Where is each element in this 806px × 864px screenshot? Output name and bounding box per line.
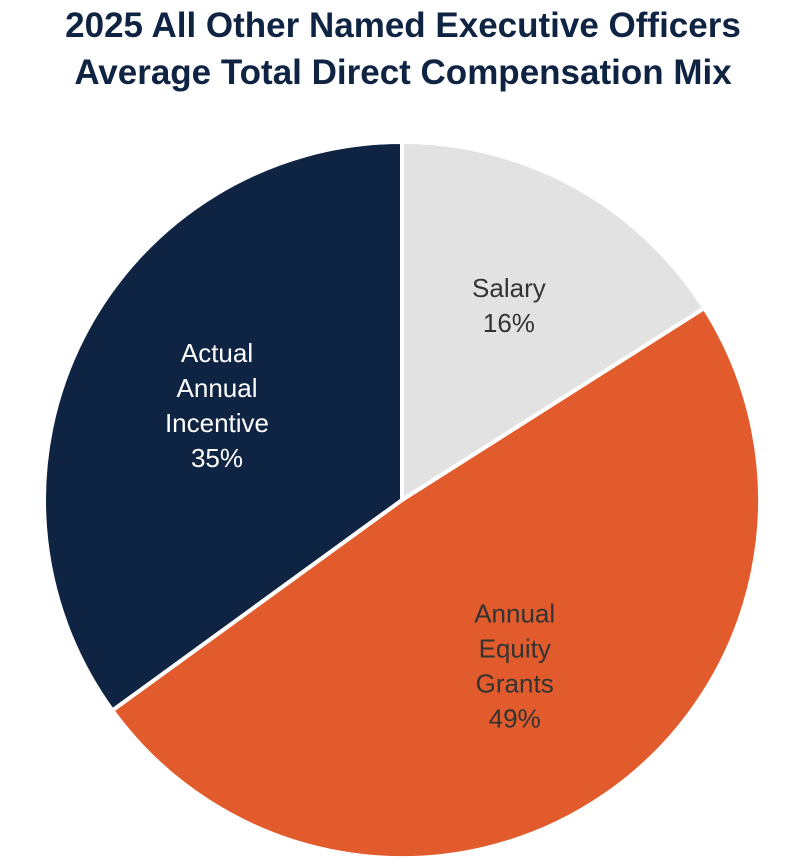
pie-label-salary-percent: 16% bbox=[483, 308, 535, 338]
pie-labels: Salary 16% Annual Equity Grants 49% Actual Annu… bbox=[165, 273, 555, 733]
pie-slices bbox=[42, 140, 763, 861]
pie-slice-incentive bbox=[42, 140, 404, 713]
pie-label-salary: Salary 16% bbox=[472, 273, 546, 338]
pie-slice-salary bbox=[400, 140, 707, 502]
chart-title-line-1: 2025 All Other Named Executive Officers bbox=[65, 6, 741, 45]
chart-title: 2025 All Other Named Executive Officers … bbox=[0, 2, 806, 96]
pie-slice-equity bbox=[110, 306, 763, 861]
pie-label-incentive: Actual Annual Incentive 35% bbox=[165, 338, 269, 473]
pie-label-incentive-percent: 35% bbox=[191, 443, 243, 473]
pie-label-equity-percent: 49% bbox=[489, 703, 541, 733]
pie-label-equity-line-2: Equity bbox=[479, 633, 551, 663]
pie-label-equity: Annual Equity Grants 49% bbox=[474, 598, 555, 733]
pie-label-salary-line-1: Salary bbox=[472, 273, 546, 303]
pie-label-incentive-line-2: Annual bbox=[177, 373, 258, 403]
pie-label-equity-line-3: Grants bbox=[476, 668, 554, 698]
chart-title-line-2: Average Total Direct Compensation Mix bbox=[74, 53, 732, 92]
pie-label-incentive-line-3: Incentive bbox=[165, 408, 269, 438]
pie-label-equity-line-1: Annual bbox=[474, 598, 555, 628]
pie-label-incentive-line-1: Actual bbox=[181, 338, 253, 368]
